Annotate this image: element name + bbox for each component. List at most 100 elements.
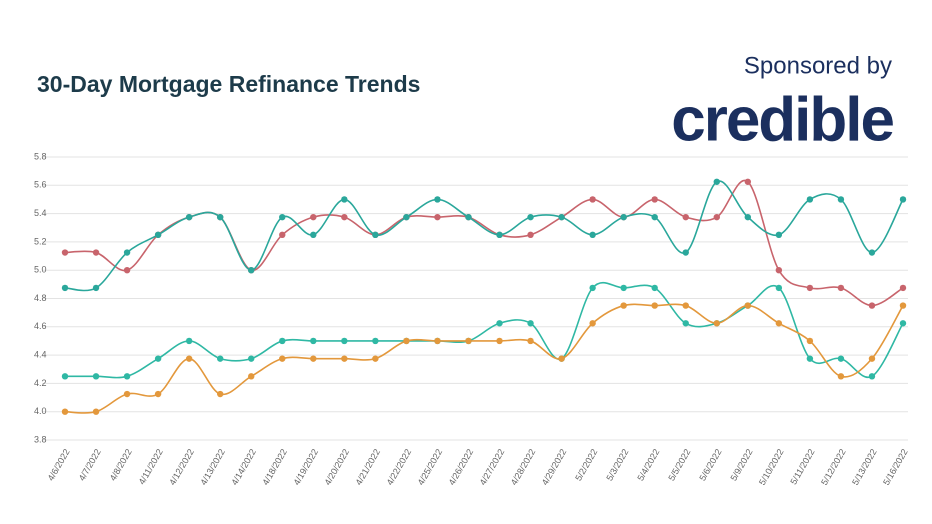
data-point	[713, 320, 720, 327]
data-point	[434, 337, 441, 345]
data-point	[775, 320, 783, 327]
data-point	[682, 249, 689, 256]
data-point	[61, 284, 69, 292]
data-point	[248, 355, 255, 362]
data-point	[775, 267, 783, 274]
data-point	[837, 373, 845, 380]
data-point	[279, 213, 286, 221]
series-line	[64, 303, 904, 414]
data-point	[403, 213, 410, 221]
data-point	[527, 320, 534, 327]
data-point	[775, 284, 783, 292]
data-point	[589, 196, 596, 203]
data-point	[92, 373, 100, 380]
data-point	[837, 355, 845, 362]
data-point	[682, 213, 689, 221]
data-point	[527, 213, 534, 221]
data-point	[496, 231, 503, 239]
data-point	[185, 355, 193, 362]
data-point	[341, 355, 348, 362]
data-point	[899, 196, 907, 203]
data-point	[899, 284, 907, 292]
data-point	[279, 355, 286, 362]
data-point	[465, 213, 472, 221]
y-tick-label: 3.8	[34, 434, 47, 444]
data-point	[744, 302, 752, 309]
data-point	[341, 196, 348, 203]
sponsor-label: Sponsored by	[744, 52, 892, 79]
data-point	[154, 231, 162, 239]
chart-title: 30-Day Mortgage Refinance Trends	[37, 71, 420, 97]
data-point	[899, 302, 907, 309]
data-point	[589, 231, 596, 239]
data-point	[216, 390, 224, 398]
data-point	[123, 267, 131, 274]
data-point	[837, 196, 845, 203]
data-point	[589, 320, 596, 327]
y-tick-label: 4.2	[34, 378, 47, 388]
data-point	[620, 284, 627, 292]
data-point	[620, 213, 627, 221]
data-point	[372, 337, 379, 345]
data-point	[185, 337, 193, 345]
data-point	[92, 408, 100, 415]
data-point	[496, 320, 503, 327]
data-point	[154, 355, 162, 362]
data-point	[806, 337, 814, 345]
data-point	[868, 249, 876, 256]
data-point	[806, 196, 814, 203]
data-point	[92, 284, 100, 292]
y-tick-label: 4.8	[34, 293, 47, 303]
series-line	[65, 281, 904, 379]
data-point	[868, 373, 876, 380]
y-tick-label: 4.0	[34, 406, 47, 416]
data-point	[620, 302, 627, 309]
data-point	[185, 213, 193, 221]
data-point	[651, 196, 658, 203]
data-point	[61, 373, 69, 380]
data-point	[434, 213, 441, 221]
data-point	[154, 390, 162, 398]
data-point	[744, 178, 752, 185]
data-point	[868, 355, 876, 362]
data-point	[372, 355, 379, 362]
data-point	[682, 320, 689, 327]
data-point	[310, 213, 317, 221]
data-point	[248, 373, 255, 380]
y-tick-label: 4.4	[34, 349, 47, 359]
data-point	[310, 355, 317, 362]
y-tick-label: 4.6	[34, 321, 47, 331]
data-point	[279, 231, 286, 239]
data-point	[310, 231, 317, 239]
data-point	[775, 231, 783, 239]
data-point	[61, 249, 69, 256]
data-point	[713, 213, 720, 221]
data-point	[123, 249, 131, 256]
data-point	[651, 284, 658, 292]
data-point	[123, 373, 131, 380]
data-point	[216, 213, 224, 221]
data-point	[279, 337, 286, 345]
data-point	[216, 355, 224, 362]
data-point	[589, 284, 596, 292]
series-line	[64, 180, 904, 292]
data-point	[434, 196, 441, 203]
data-point	[651, 213, 658, 221]
data-point	[341, 337, 348, 345]
y-tick-label: 5.8	[34, 151, 47, 161]
data-point	[558, 355, 565, 362]
data-point	[496, 337, 503, 345]
data-point	[310, 337, 317, 345]
data-point	[558, 213, 565, 221]
data-point	[123, 390, 131, 398]
y-tick-label: 5.0	[34, 265, 47, 275]
data-point	[92, 249, 100, 256]
data-point	[372, 231, 379, 239]
data-point	[744, 213, 752, 221]
data-point	[341, 213, 348, 221]
data-point	[837, 284, 845, 292]
data-point	[465, 337, 472, 345]
data-point	[899, 320, 907, 327]
